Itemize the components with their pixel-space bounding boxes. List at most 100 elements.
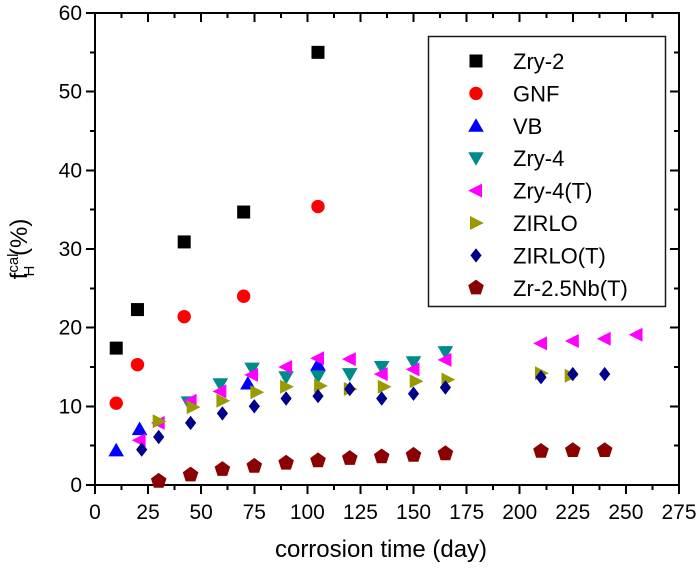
y-tick-label: 30 — [59, 238, 82, 261]
legend-label: Zr-2.5Nb(T) — [513, 276, 628, 301]
x-axis-label: corrosion time (day) — [275, 536, 487, 563]
data-point — [373, 367, 388, 382]
square-icon — [469, 54, 483, 68]
data-point — [212, 384, 227, 399]
x-tick-label: 125 — [343, 501, 378, 524]
legend-item: Zry-2 — [469, 49, 564, 74]
data-point — [244, 362, 260, 377]
y-tick-labels: 0 10 20 30 40 50 60 — [59, 2, 82, 497]
x-tick-label: 175 — [449, 501, 484, 524]
x-tick-label: 100 — [290, 501, 325, 524]
y-tick-label: 60 — [59, 2, 82, 25]
y-tick-label: 50 — [59, 81, 82, 104]
y-tick-label: 0 — [70, 474, 82, 497]
data-point — [212, 378, 229, 392]
data-point — [186, 400, 201, 415]
data-point — [311, 45, 325, 59]
data-point — [236, 289, 251, 303]
data-point — [565, 442, 581, 457]
data-point — [409, 374, 424, 389]
legend-label: ZIRLO — [513, 211, 578, 236]
series-VB — [108, 357, 326, 457]
data-point — [535, 370, 547, 385]
data-point — [437, 445, 454, 461]
data-point — [216, 406, 228, 421]
data-point — [177, 309, 191, 324]
data-point — [216, 393, 231, 408]
data-point — [437, 346, 454, 360]
data-point — [244, 367, 259, 382]
data-point — [377, 379, 392, 394]
data-point — [565, 334, 579, 348]
x-tick-label: 200 — [502, 501, 537, 524]
data-point — [237, 205, 251, 219]
data-point — [130, 303, 144, 317]
x-tick-label: 250 — [608, 501, 643, 524]
data-point — [314, 378, 328, 393]
series-ZIRLO — [152, 366, 579, 429]
series-GNF — [109, 199, 325, 410]
legend-label: Zry-4 — [513, 146, 564, 171]
data-point — [278, 360, 293, 374]
data-point — [405, 356, 422, 370]
x-tick-label: 275 — [661, 501, 696, 524]
data-point — [312, 388, 324, 404]
data-point — [109, 341, 123, 355]
data-point — [310, 357, 326, 371]
legend-label: VB — [513, 114, 542, 139]
data-point — [596, 331, 611, 346]
data-point — [599, 366, 611, 382]
data-point — [310, 351, 324, 366]
data-point — [214, 461, 231, 476]
legend-label: Zry-2 — [513, 49, 564, 74]
diamond-icon — [470, 248, 482, 263]
series-ZIRLO(T) — [136, 366, 611, 457]
data-point — [628, 327, 643, 342]
triangle-right-icon — [470, 216, 484, 230]
data-point — [310, 452, 326, 468]
data-point — [376, 391, 388, 406]
data-point — [373, 448, 390, 464]
data-point — [596, 442, 613, 457]
data-point — [185, 415, 197, 431]
data-point — [182, 466, 199, 482]
legend-item: GNF — [469, 81, 559, 106]
data-point — [373, 361, 390, 375]
legend-box — [427, 35, 667, 308]
circle-icon — [469, 86, 483, 101]
y-axis-label-text: fcalH (%) — [5, 219, 38, 280]
x-tick-label: 150 — [396, 501, 431, 524]
data-point — [152, 414, 167, 429]
legend-item: VB — [468, 114, 542, 139]
y-tick-label: 40 — [59, 159, 82, 182]
y-axis-label: fcalH (%) — [5, 219, 38, 280]
data-point — [248, 399, 260, 414]
axes — [86, 12, 680, 494]
data-point — [108, 442, 124, 457]
data-point — [136, 442, 148, 457]
y-tick-label: 20 — [59, 317, 82, 340]
y-tick-label: 10 — [59, 395, 82, 418]
x-tick-label: 50 — [190, 501, 213, 524]
series-Zry-2 — [109, 45, 325, 355]
triangle-down-icon — [468, 152, 484, 166]
triangle-left-icon — [468, 183, 482, 198]
x-tick-label: 25 — [136, 501, 159, 524]
data-point — [177, 235, 191, 249]
data-point — [246, 457, 263, 473]
data-point — [407, 386, 420, 401]
legend-item: Zr-2.5Nb(T) — [468, 276, 628, 301]
data-point — [533, 336, 547, 351]
data-point — [311, 199, 325, 214]
data-point — [437, 352, 452, 367]
data-point — [342, 450, 358, 465]
data-point — [150, 472, 167, 488]
series-Zry-4(T) — [131, 327, 643, 448]
data-point — [109, 396, 123, 410]
data-point — [405, 362, 420, 377]
triangle-up-icon — [468, 118, 484, 132]
series-Zry-4 — [180, 346, 454, 410]
data-point — [280, 379, 294, 394]
data-point — [342, 352, 356, 367]
legend-item: ZIRLO(T) — [470, 243, 606, 268]
